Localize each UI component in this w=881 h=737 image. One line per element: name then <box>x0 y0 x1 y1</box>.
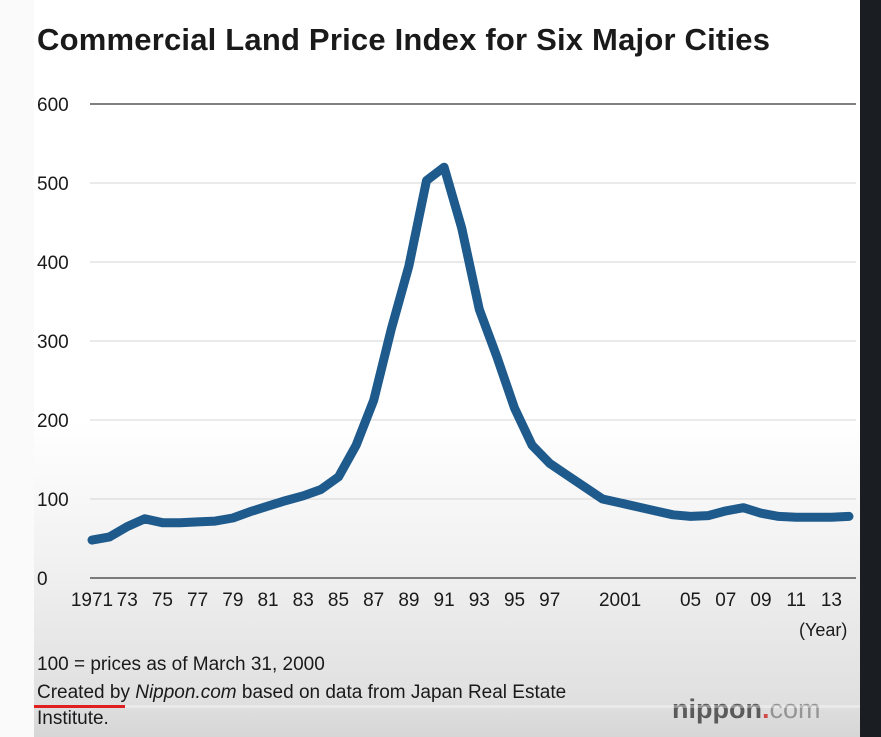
y-tick-500: 500 <box>37 174 69 195</box>
y-tick-400: 400 <box>37 253 69 274</box>
y-tick-labels: 0 100 200 300 400 500 600 <box>37 95 69 590</box>
x-tick-2011: 11 <box>786 590 806 611</box>
y-tick-600: 600 <box>37 95 69 116</box>
nippon-logo: nippon.com <box>672 694 821 725</box>
credit-source: Nippon.com <box>135 682 237 703</box>
left-margin <box>0 0 34 737</box>
series-layer <box>87 162 854 545</box>
y-tick-200: 200 <box>37 411 69 432</box>
x-tick-2007: 07 <box>715 590 736 611</box>
source-credit: Created by Nippon.com based on data from… <box>37 680 637 732</box>
x-tick-2009: 09 <box>750 590 771 611</box>
brand-name: nippon <box>672 694 762 724</box>
credit-suffix: based on data from Japan Real Estate Ins… <box>37 682 567 729</box>
x-tick-1977: 77 <box>187 590 208 611</box>
x-tick-labels: 1971 73 75 77 79 81 83 85 87 89 91 93 95 97 2001 05 07 09… <box>71 590 842 611</box>
credit-prefix: Created by <box>37 682 136 703</box>
x-tick-1995: 95 <box>504 590 525 611</box>
x-tick-1987: 87 <box>363 590 384 611</box>
y-tick-0: 0 <box>37 569 48 590</box>
x-tick-1981: 81 <box>257 590 278 611</box>
x-tick-1989: 89 <box>398 590 419 611</box>
right-edge-bar <box>860 0 881 737</box>
x-tick-2013: 13 <box>821 590 842 611</box>
brand-tld: com <box>769 694 821 724</box>
x-tick-1993: 93 <box>469 590 490 611</box>
x-tick-1979: 79 <box>222 590 243 611</box>
x-tick-1985: 85 <box>328 590 349 611</box>
x-tick-1971: 1971 <box>71 590 113 611</box>
series-line-0 <box>87 162 854 545</box>
grid-lines <box>90 103 856 579</box>
x-tick-2001: 2001 <box>599 590 641 611</box>
video-progress-track[interactable] <box>34 705 860 708</box>
x-axis-unit: (Year) <box>799 620 848 640</box>
x-tick-2005: 05 <box>680 590 701 611</box>
x-tick-1975: 75 <box>152 590 173 611</box>
x-tick-1983: 83 <box>293 590 314 611</box>
x-tick-1991: 91 <box>434 590 455 611</box>
x-tick-1997: 97 <box>539 590 560 611</box>
brand-dot: . <box>761 694 770 724</box>
video-progress-fill[interactable] <box>34 705 125 708</box>
y-tick-300: 300 <box>37 332 69 353</box>
index-note: 100 = prices as of March 31, 2000 <box>37 654 325 675</box>
y-tick-100: 100 <box>37 490 69 511</box>
x-tick-1973: 73 <box>117 590 138 611</box>
chart-title: Commercial Land Price Index for Six Majo… <box>37 22 771 57</box>
